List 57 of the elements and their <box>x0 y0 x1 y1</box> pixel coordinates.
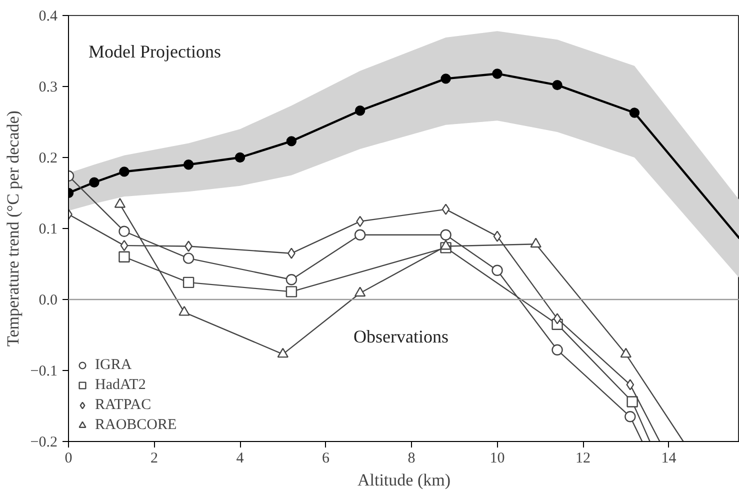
y-tick-label: −0.2 <box>30 434 58 450</box>
legend-label: RAOBCORE <box>95 416 177 434</box>
point <box>442 204 450 215</box>
x-axis-title: Altitude (km) <box>357 470 451 490</box>
annotation: Observations <box>354 326 448 346</box>
point <box>354 106 366 116</box>
point <box>178 306 190 316</box>
point <box>120 240 128 252</box>
point <box>620 348 632 358</box>
y-tick-label: 0.2 <box>38 150 58 166</box>
point <box>493 230 502 242</box>
point <box>624 411 636 422</box>
point <box>492 264 503 276</box>
point <box>626 379 634 390</box>
annotation: Model Projections <box>88 42 221 62</box>
x-tick-label: 6 <box>322 450 330 466</box>
point <box>286 136 297 146</box>
legend-label: HadAT2 <box>95 376 146 394</box>
point <box>629 108 640 118</box>
point <box>119 166 130 177</box>
point <box>552 80 562 90</box>
y-tick-label: 0.4 <box>38 8 58 24</box>
point <box>440 240 452 250</box>
legend-label: RATPAC <box>95 396 152 414</box>
x-tick-label: 8 <box>408 450 416 466</box>
x-tick-label: 0 <box>64 450 72 466</box>
y-axis-title: Temperature trend (°C per decade) <box>3 110 22 346</box>
point <box>234 152 246 163</box>
point <box>89 177 100 188</box>
legend-label: IGRA <box>95 356 132 374</box>
point <box>440 229 452 240</box>
x-tick-label: 12 <box>576 450 591 466</box>
x-tick-label: 2 <box>150 450 158 466</box>
point <box>530 238 542 248</box>
y-tick-label: 0.0 <box>38 292 58 308</box>
point <box>553 313 562 324</box>
point <box>492 68 502 79</box>
point <box>114 198 126 208</box>
x-tick-label: 10 <box>490 450 505 466</box>
point <box>277 348 288 358</box>
point <box>286 286 298 298</box>
x-tick-label: 4 <box>236 450 244 466</box>
y-tick-label: 0.1 <box>38 222 58 238</box>
y-tick-label: 0.3 <box>38 80 58 96</box>
point <box>182 252 194 264</box>
x-tick-label: 14 <box>661 450 677 466</box>
point <box>118 226 130 237</box>
point <box>118 251 130 262</box>
point <box>354 229 366 240</box>
point <box>286 274 298 286</box>
point <box>440 74 451 84</box>
point <box>182 276 194 288</box>
y-tick-label: −0.1 <box>30 364 58 380</box>
point <box>354 286 366 297</box>
point <box>183 160 194 170</box>
point <box>552 344 563 356</box>
point <box>626 396 638 408</box>
